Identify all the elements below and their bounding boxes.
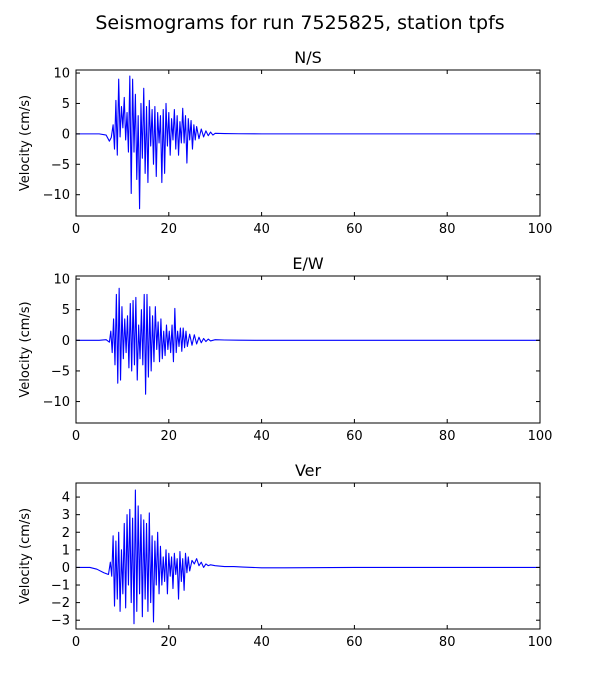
y-tick-label: −5 xyxy=(51,364,70,379)
panel-0: N/S Velocity (cm/s) 0 20 40 60 80 100 −10 −5 0 5 10 xyxy=(18,48,552,237)
figure-title: Seismograms for run 7525825, station tpf… xyxy=(95,12,504,34)
axes-frame xyxy=(75,275,541,424)
axes-frame xyxy=(75,69,541,217)
x-tick-label: 100 xyxy=(528,429,553,444)
x-tick-label: 20 xyxy=(161,429,178,444)
x-tick-label: 40 xyxy=(253,635,270,650)
y-tick-label: 0 xyxy=(62,334,70,349)
y-tick-label: 10 xyxy=(53,273,70,288)
y-tick-label: 2 xyxy=(62,526,70,541)
y-tick-label: 1 xyxy=(62,543,70,558)
y-tick-label: −10 xyxy=(43,395,70,410)
series-line-0 xyxy=(76,489,540,625)
x-tick-label: 60 xyxy=(346,429,363,444)
y-tick-label: −10 xyxy=(43,188,70,203)
panel-2: Ver Velocity (cm/s) 0 20 40 60 80 100 −3 −2 −1 0 1 2 3… xyxy=(18,461,552,650)
y-tick-label: 3 xyxy=(62,508,70,523)
y-tick-label: −2 xyxy=(51,596,70,611)
y-tick-label: 0 xyxy=(62,127,70,142)
x-tick-label: 0 xyxy=(72,222,80,237)
axes-frame xyxy=(75,482,541,630)
x-tick-label: 20 xyxy=(161,635,178,650)
series-line-0 xyxy=(76,287,540,395)
y-tick-label: 0 xyxy=(62,561,70,576)
y-tick-label: −3 xyxy=(51,614,70,629)
y-tick-label: −5 xyxy=(51,158,70,173)
panel-title: N/S xyxy=(294,48,322,67)
x-tick-label: 40 xyxy=(253,429,270,444)
panel-title: E/W xyxy=(292,254,324,273)
panel-title: Ver xyxy=(295,461,322,480)
x-tick-label: 80 xyxy=(439,222,456,237)
panel-1: E/W Velocity (cm/s) 0 20 40 60 80 100 −10 −5 0 5 10 xyxy=(18,254,552,444)
y-axis-label: Velocity (cm/s) xyxy=(18,301,33,397)
x-tick-label: 60 xyxy=(346,222,363,237)
x-tick-label: 0 xyxy=(72,429,80,444)
x-tick-label: 80 xyxy=(439,635,456,650)
y-tick-label: 5 xyxy=(62,303,70,318)
x-tick-label: 60 xyxy=(346,635,363,650)
x-tick-label: 100 xyxy=(528,635,553,650)
x-tick-label: 0 xyxy=(72,635,80,650)
x-tick-label: 100 xyxy=(528,222,553,237)
y-tick-label: 4 xyxy=(62,491,70,506)
y-axis-label: Velocity (cm/s) xyxy=(18,95,33,191)
y-tick-label: 10 xyxy=(53,67,70,82)
x-tick-label: 80 xyxy=(439,429,456,444)
x-tick-label: 20 xyxy=(161,222,178,237)
y-tick-label: −1 xyxy=(51,579,70,594)
y-tick-label: 5 xyxy=(62,97,70,112)
series-line-0 xyxy=(76,75,540,210)
y-axis-label: Velocity (cm/s) xyxy=(18,508,33,604)
x-tick-label: 40 xyxy=(253,222,270,237)
